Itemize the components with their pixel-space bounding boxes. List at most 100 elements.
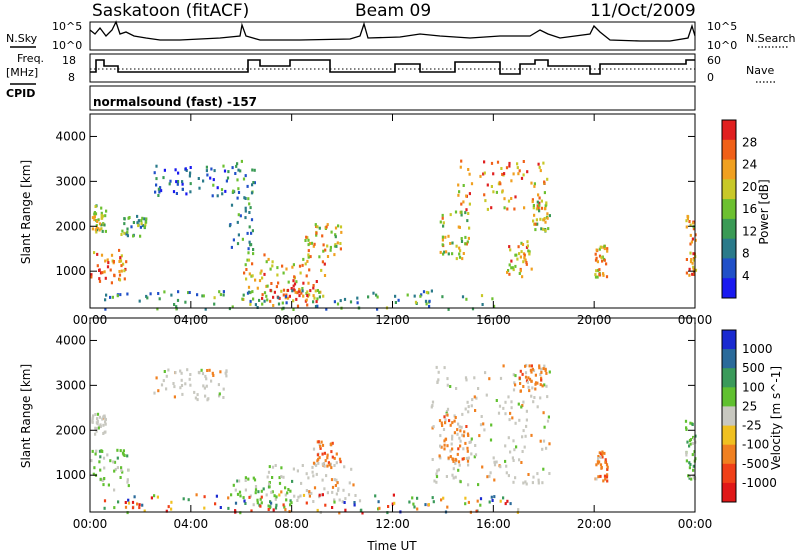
echo-cell bbox=[244, 488, 247, 492]
echo-cell bbox=[311, 470, 314, 474]
echo-cell bbox=[514, 195, 517, 199]
echo-cell bbox=[436, 469, 439, 473]
echo-cell bbox=[97, 227, 100, 231]
echo-cell bbox=[504, 412, 507, 416]
echo-cell bbox=[459, 165, 462, 169]
echo-cell bbox=[419, 294, 422, 298]
echo-cell bbox=[305, 292, 308, 295]
echo-cell bbox=[427, 291, 430, 295]
echo-cell bbox=[162, 379, 165, 383]
colorbar-tick-label: 20 bbox=[742, 180, 757, 194]
echo-cell bbox=[113, 488, 116, 492]
echo-cell bbox=[276, 273, 279, 277]
echo-cell bbox=[454, 210, 458, 214]
echo-cell bbox=[96, 422, 99, 426]
echo-cell bbox=[525, 418, 528, 422]
echo-cell bbox=[104, 259, 107, 263]
echo-cell bbox=[244, 209, 247, 213]
echo-cell bbox=[127, 468, 130, 472]
echo-cell bbox=[484, 371, 487, 375]
echo-cell bbox=[117, 500, 120, 504]
echo-cell bbox=[120, 468, 123, 472]
echo-cell bbox=[428, 304, 431, 308]
echo-cell bbox=[280, 466, 283, 470]
echo-cell bbox=[464, 376, 468, 380]
echo-cell bbox=[316, 225, 319, 229]
echo-cell bbox=[155, 164, 158, 168]
echo-cell bbox=[342, 488, 345, 492]
echo-cell bbox=[257, 490, 260, 494]
echo-cell bbox=[519, 389, 522, 393]
echo-cell bbox=[234, 509, 237, 513]
echo-cell bbox=[265, 284, 268, 288]
echo-cell bbox=[522, 260, 525, 264]
echo-cell bbox=[688, 461, 691, 465]
echo-cell bbox=[169, 179, 172, 183]
echo-cell bbox=[455, 244, 458, 248]
echo-cell bbox=[314, 223, 317, 227]
echo-cell bbox=[532, 475, 535, 479]
echo-cell bbox=[167, 368, 170, 372]
echo-cell bbox=[237, 191, 241, 194]
echo-region bbox=[439, 210, 471, 261]
echo-cell bbox=[248, 202, 251, 206]
echo-cell bbox=[333, 456, 336, 460]
echo-cell bbox=[514, 264, 517, 268]
echo-cell bbox=[99, 425, 102, 428]
echo-cell bbox=[248, 272, 251, 276]
echo-cell bbox=[689, 233, 692, 237]
echo-cell bbox=[431, 404, 434, 407]
echo-region bbox=[594, 450, 609, 483]
echo-cell bbox=[99, 423, 102, 427]
echo-cell bbox=[232, 238, 235, 242]
echo-cell bbox=[464, 407, 467, 411]
colorbar-tick-label: 12 bbox=[742, 224, 757, 238]
echo-cell bbox=[139, 225, 142, 229]
echo-cell bbox=[254, 485, 258, 488]
echo-cell bbox=[468, 441, 471, 444]
echo-cell bbox=[470, 437, 473, 441]
echo-cell bbox=[331, 455, 334, 459]
echo-cell bbox=[91, 418, 94, 422]
echo-cell bbox=[538, 203, 541, 207]
echo-cell bbox=[203, 506, 206, 510]
echo-cell bbox=[456, 452, 459, 456]
echo-cell bbox=[280, 475, 283, 479]
freq-tick-top: 18 bbox=[62, 54, 76, 67]
echo-cell bbox=[605, 262, 608, 266]
echo-cell bbox=[170, 500, 173, 504]
echo-cell bbox=[449, 213, 452, 217]
echo-cell bbox=[538, 165, 541, 169]
echo-cell bbox=[188, 174, 191, 178]
echo-cell bbox=[336, 481, 339, 485]
echo-cell bbox=[289, 489, 292, 493]
echo-cell bbox=[173, 395, 176, 399]
echo-cell bbox=[292, 308, 295, 311]
echo-cell bbox=[304, 262, 307, 266]
echo-cell bbox=[305, 472, 308, 476]
echo-cell bbox=[490, 185, 493, 188]
echo-cell bbox=[252, 181, 255, 184]
echo-cell bbox=[268, 482, 271, 486]
echo-cell bbox=[328, 463, 331, 467]
echo-cell bbox=[416, 496, 419, 500]
echo-cell bbox=[520, 461, 523, 464]
echo-cell bbox=[444, 437, 448, 441]
echo-cell bbox=[138, 506, 141, 510]
echo-cell bbox=[251, 262, 254, 266]
echo-cell bbox=[312, 474, 315, 478]
echo-cell bbox=[547, 415, 550, 419]
echo-cell bbox=[475, 396, 478, 400]
echo-cell bbox=[189, 383, 192, 387]
beam-title: Beam 09 bbox=[355, 1, 431, 21]
echo-cell bbox=[329, 248, 332, 252]
echo-cell bbox=[465, 242, 468, 246]
echo-cell bbox=[231, 305, 234, 309]
echo-cell bbox=[334, 233, 337, 237]
echo-cell bbox=[537, 481, 540, 485]
echo-cell bbox=[253, 168, 256, 172]
echo-cell bbox=[287, 488, 290, 491]
echo-cell bbox=[690, 258, 693, 261]
echo-cell bbox=[692, 464, 695, 468]
echo-cell bbox=[528, 364, 531, 368]
